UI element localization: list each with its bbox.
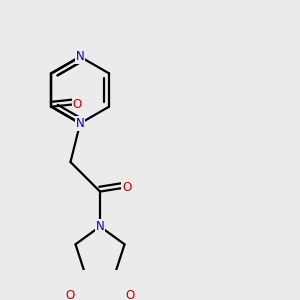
Text: O: O xyxy=(65,289,74,300)
Text: O: O xyxy=(73,98,82,110)
Text: N: N xyxy=(96,220,104,233)
Text: N: N xyxy=(76,50,85,63)
Text: O: O xyxy=(122,181,131,194)
Text: O: O xyxy=(126,289,135,300)
Text: N: N xyxy=(76,117,85,130)
